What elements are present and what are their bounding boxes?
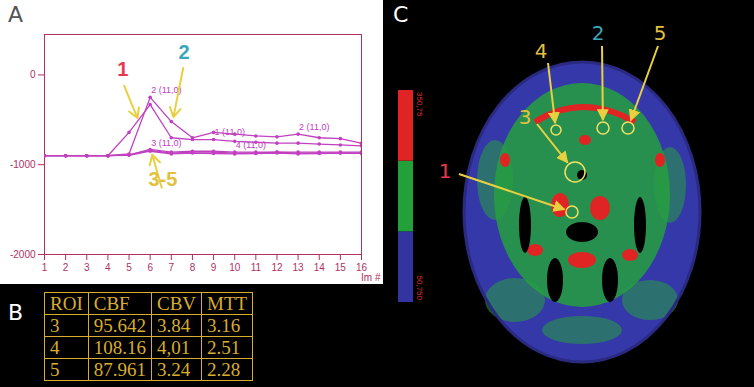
html-text:3.84: 3.84 [157,315,191,336]
html-text:2.28: 2.28 [207,359,241,380]
svg-text:350,75: 350,75 [415,92,424,117]
svg-text:50,750: 50,750 [415,276,424,301]
svg-text:4: 4 [105,262,111,273]
svg-text:1: 1 [42,262,48,273]
svg-text:3: 3 [84,262,90,273]
html-text:87.961: 87.961 [93,359,146,380]
html-text:95.642: 95.642 [93,315,146,336]
html-text:2.51: 2.51 [207,337,241,358]
svg-text:5: 5 [654,21,667,45]
svg-text:2 (11,0): 2 (11,0) [299,122,329,132]
svg-text:4: 4 [535,39,548,63]
svg-text:4 (11,0): 4 (11,0) [236,140,266,150]
svg-text:15: 15 [335,262,347,273]
svg-text:3 (11,0): 3 (11,0) [151,138,181,148]
svg-text:2 (11,0): 2 (11,0) [151,85,181,95]
svg-text:11: 11 [251,262,262,273]
html-text:CBF: CBF [93,293,130,314]
svg-text:1 (11,0): 1 (11,0) [215,127,245,137]
svg-text:5: 5 [126,262,132,273]
html-text:3.16: 3.16 [207,315,241,336]
html-text:MTT: MTT [207,293,248,314]
svg-text:0: 0 [30,69,36,80]
html-text:ROI: ROI [50,293,83,314]
svg-text:13: 13 [293,262,305,273]
html-text:4: 4 [50,337,60,358]
svg-text:2: 2 [178,41,189,63]
svg-text:3: 3 [519,105,532,129]
svg-text:-1000: -1000 [10,159,36,170]
html-text:B: B [8,300,24,325]
svg-text:8: 8 [190,262,196,273]
svg-text:2: 2 [63,262,69,273]
svg-text:1: 1 [439,159,452,183]
html-text:4,01: 4,01 [157,337,191,358]
html-text:3.24: 3.24 [157,359,191,380]
svg-text:16: 16 [355,261,368,273]
svg-text:9: 9 [211,262,217,273]
svg-text:10: 10 [229,262,241,273]
svg-text:7: 7 [169,262,175,273]
html-text:C: C [393,2,409,27]
svg-text:-2000: -2000 [10,249,36,260]
svg-text:12: 12 [271,262,283,273]
html-text:A: A [8,2,24,27]
html-text:5: 5 [50,359,60,380]
svg-text:3-5: 3-5 [148,168,177,190]
html-text:108.16: 108.16 [93,337,146,358]
svg-text:Im #: Im # [361,272,381,283]
svg-text:14: 14 [314,262,326,273]
html-text:CBV: CBV [157,293,197,314]
svg-text:1: 1 [117,58,128,80]
svg-text:6: 6 [147,262,153,273]
html-text:3: 3 [50,315,60,336]
svg-text:2: 2 [592,21,605,45]
